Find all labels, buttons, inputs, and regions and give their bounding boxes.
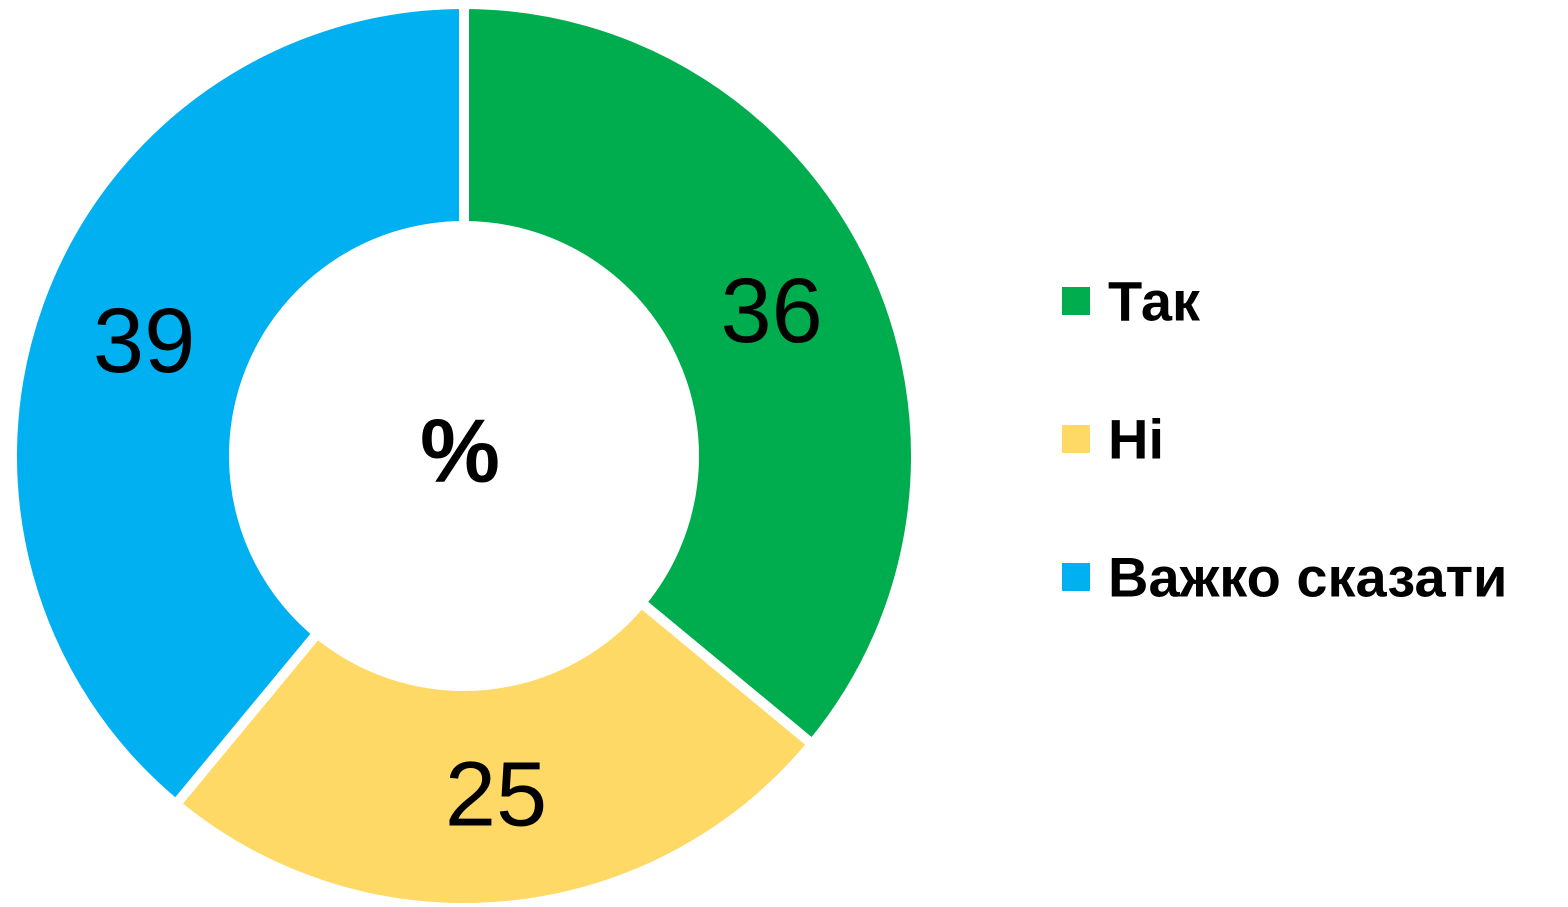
donut-slice	[168, 595, 820, 907]
legend-swatch	[1062, 425, 1090, 453]
donut-slice	[7, 0, 469, 812]
legend-swatch	[1062, 287, 1090, 315]
legend-label: Важко сказати	[1108, 546, 1507, 609]
data-label: 39	[93, 290, 195, 392]
data-label: 25	[445, 743, 547, 845]
center-label: %	[420, 402, 500, 502]
donut-slice	[459, 0, 921, 752]
legend-label: Ні	[1108, 408, 1164, 471]
legend-label: Так	[1108, 270, 1201, 333]
data-label: 36	[720, 260, 822, 362]
legend-swatch	[1062, 563, 1090, 591]
